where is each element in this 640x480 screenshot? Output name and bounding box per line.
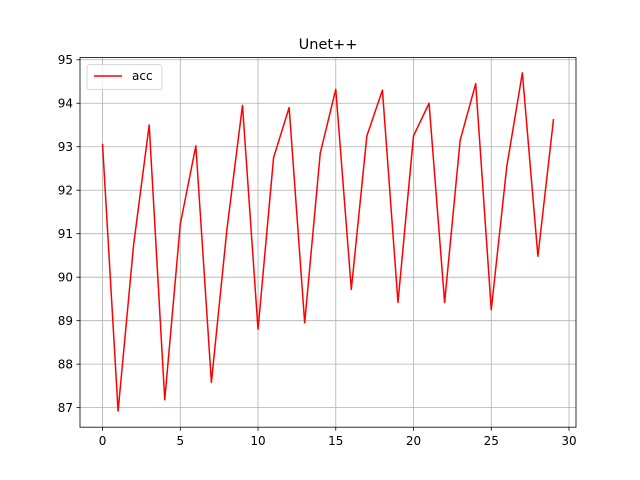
x-tick-label: 5: [176, 434, 184, 448]
legend: acc: [86, 64, 163, 90]
y-tick-label: 95: [58, 53, 73, 67]
plot-frame: [79, 57, 577, 428]
y-tick-label: 87: [58, 401, 73, 415]
y-tick-label: 90: [58, 270, 73, 284]
y-tick-label: 91: [58, 227, 73, 241]
x-tick-label: 0: [99, 434, 107, 448]
x-tick-label: 20: [406, 434, 421, 448]
y-tick-label: 92: [58, 184, 73, 198]
y-tick-label: 88: [58, 357, 73, 371]
x-tick-label: 15: [328, 434, 343, 448]
y-tick-label: 94: [58, 97, 73, 111]
series-layer: [101, 72, 555, 412]
x-axis-ticks: 0 5 10 15 20 25 30: [99, 427, 577, 448]
legend-box: [86, 64, 163, 90]
x-tick-label: 30: [561, 434, 576, 448]
x-tick-label: 10: [250, 434, 265, 448]
y-axis-ticks: 87 88 89 90 91 92 93 94 95: [58, 53, 80, 415]
y-tick-label: 93: [58, 140, 73, 154]
x-tick-label: 25: [484, 434, 499, 448]
legend-label-acc: acc: [132, 69, 153, 83]
y-tick-label: 89: [58, 314, 73, 328]
chart-title: Unet++: [299, 37, 358, 53]
series-line-acc: [101, 72, 555, 412]
